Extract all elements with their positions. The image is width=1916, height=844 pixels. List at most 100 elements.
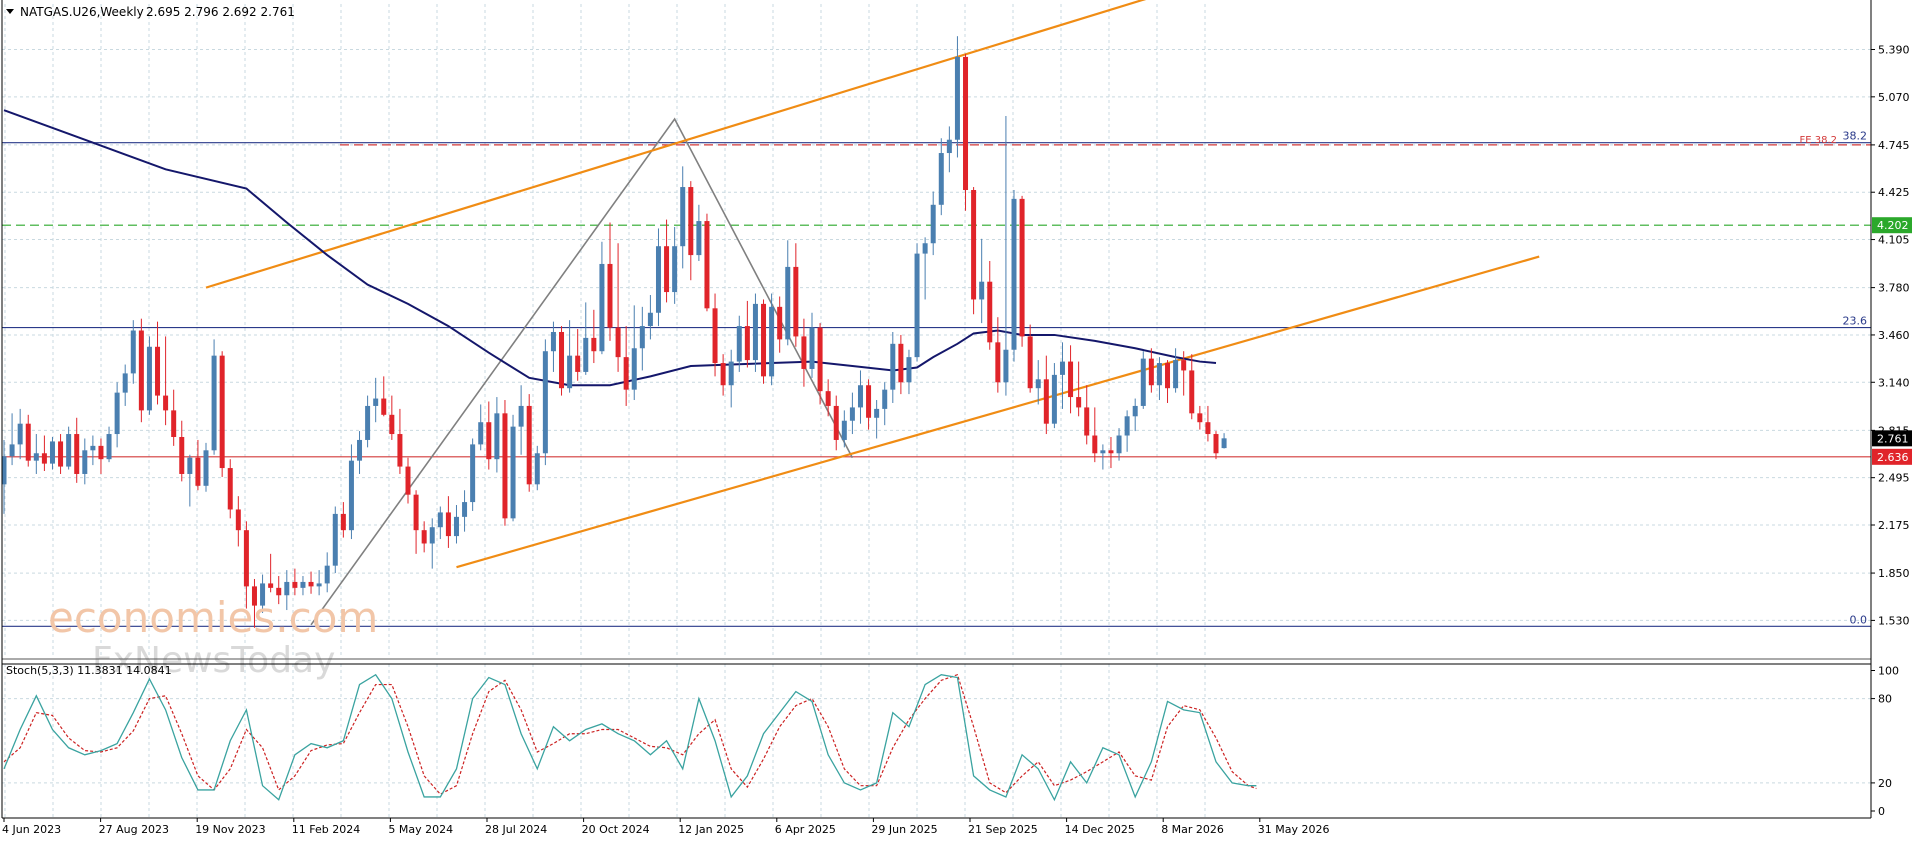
candle: [429, 518, 435, 569]
candle-body: [33, 453, 39, 461]
time-tick-label: 31 May 2026: [1258, 823, 1330, 836]
candle: [1140, 351, 1146, 409]
candle-body: [1035, 379, 1041, 389]
candle: [316, 570, 322, 596]
candle: [793, 243, 799, 347]
candle-body: [1059, 361, 1065, 375]
candle: [526, 394, 532, 492]
candle: [987, 260, 993, 350]
candle-body: [736, 326, 742, 362]
candle-body: [486, 422, 492, 460]
candle: [1068, 345, 1074, 414]
moving-average-line: [3, 109, 1217, 387]
candle: [979, 238, 985, 324]
candle: [98, 438, 104, 474]
candle: [728, 349, 734, 408]
price-tick-label: 5.070: [1878, 91, 1910, 104]
candle: [1051, 363, 1057, 429]
price-tick-label: 4.425: [1878, 186, 1910, 199]
symbol-label: NATGAS.U26,Weekly: [20, 5, 144, 19]
price-tag-label: 4.202: [1877, 219, 1909, 232]
fib-level-label: 23.6: [1843, 315, 1868, 328]
candle-body: [793, 266, 799, 337]
price-tag-box: [1872, 430, 1912, 447]
candle: [550, 321, 556, 372]
symbol-dropdown-icon[interactable]: [6, 9, 14, 14]
time-tick-label: 12 Jan 2025: [678, 823, 744, 836]
candle: [155, 321, 161, 405]
candle-body: [1124, 416, 1130, 436]
candle-body: [413, 494, 419, 531]
candle: [849, 392, 855, 435]
candle-body: [324, 565, 330, 584]
candle: [502, 400, 508, 526]
fe-level-label: FE 38.2: [1799, 135, 1837, 146]
candle: [874, 400, 880, 439]
candle-body: [938, 153, 944, 205]
candle: [542, 339, 548, 466]
candle: [1205, 405, 1211, 442]
candle: [268, 553, 274, 593]
candle-body: [825, 391, 831, 406]
candle-body: [195, 457, 201, 486]
candle-body: [1027, 336, 1033, 389]
candle: [914, 243, 920, 362]
candle-body: [470, 444, 476, 503]
watermark-brand: economies.com: [48, 593, 378, 642]
candle: [1181, 351, 1187, 396]
candle-body: [203, 450, 209, 486]
candle: [825, 379, 831, 417]
candle-body: [276, 587, 282, 596]
candle: [559, 326, 565, 396]
candle-body: [1156, 363, 1162, 386]
candle: [187, 454, 193, 507]
candle-body: [979, 281, 985, 300]
time-tick-label: 4 Jun 2023: [2, 823, 61, 836]
candle-body: [1205, 422, 1211, 435]
candle: [1011, 190, 1017, 362]
stoch-main-line: [3, 673, 1257, 802]
candle-body: [1116, 435, 1122, 454]
candle: [163, 336, 169, 426]
candle-body: [857, 385, 863, 408]
candle: [761, 299, 767, 384]
candle: [171, 389, 177, 446]
price-tick-label: 1.850: [1878, 567, 1910, 580]
candle: [17, 408, 23, 460]
candle-body: [1076, 397, 1082, 408]
candle-body: [478, 422, 484, 445]
candle: [494, 397, 500, 473]
candle: [938, 138, 944, 216]
candle-body: [849, 407, 855, 421]
candle-body: [946, 139, 952, 154]
candle: [389, 395, 395, 440]
candle: [672, 226, 678, 304]
candle-body: [227, 468, 233, 510]
candle: [922, 237, 928, 300]
candle-body: [389, 414, 395, 435]
candle: [1059, 342, 1065, 409]
candle: [453, 505, 459, 544]
candle-body: [332, 513, 338, 566]
candle-body: [251, 586, 257, 606]
candle: [736, 315, 742, 372]
candle-body: [171, 410, 177, 437]
candle-body: [1019, 198, 1025, 337]
candle: [946, 126, 952, 173]
candle-body: [914, 253, 920, 358]
candle: [607, 222, 613, 341]
candle: [1003, 116, 1009, 396]
candle: [567, 320, 573, 393]
candle: [243, 521, 249, 609]
candle: [777, 296, 783, 353]
candle: [623, 326, 629, 406]
candle-body: [761, 303, 767, 377]
candle-body: [74, 434, 80, 474]
candle: [1084, 385, 1090, 445]
candle: [122, 364, 128, 406]
candle: [583, 302, 589, 375]
candle: [664, 219, 670, 303]
candle-body: [308, 581, 314, 587]
candle: [890, 331, 896, 403]
